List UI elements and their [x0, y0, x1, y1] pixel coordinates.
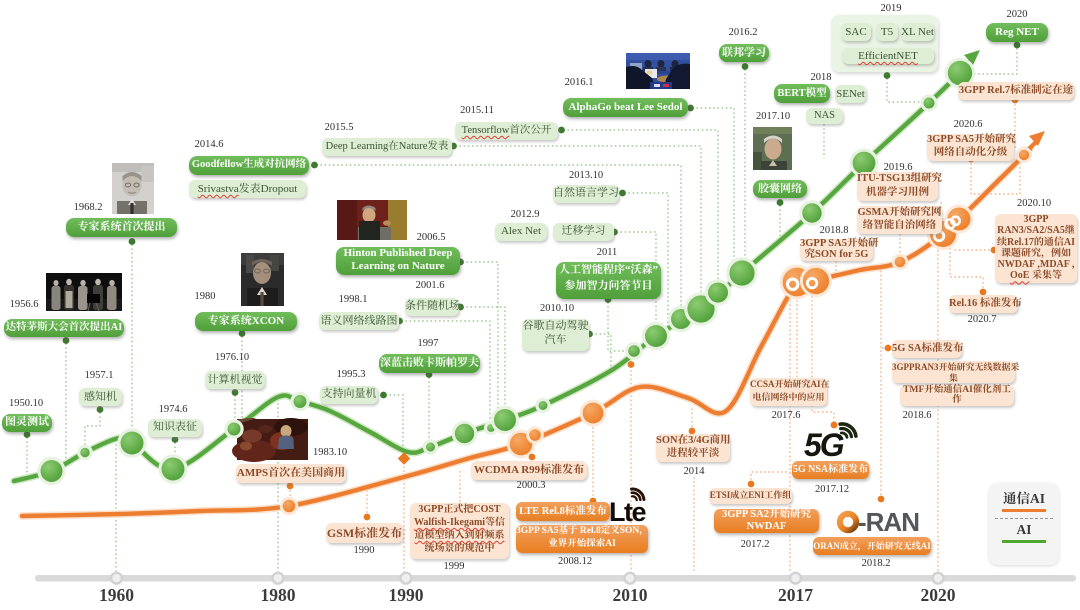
- svg-text:Lte: Lte: [609, 497, 646, 527]
- svg-text:5G: 5G: [804, 427, 844, 463]
- svg-text:-RAN: -RAN: [858, 507, 919, 537]
